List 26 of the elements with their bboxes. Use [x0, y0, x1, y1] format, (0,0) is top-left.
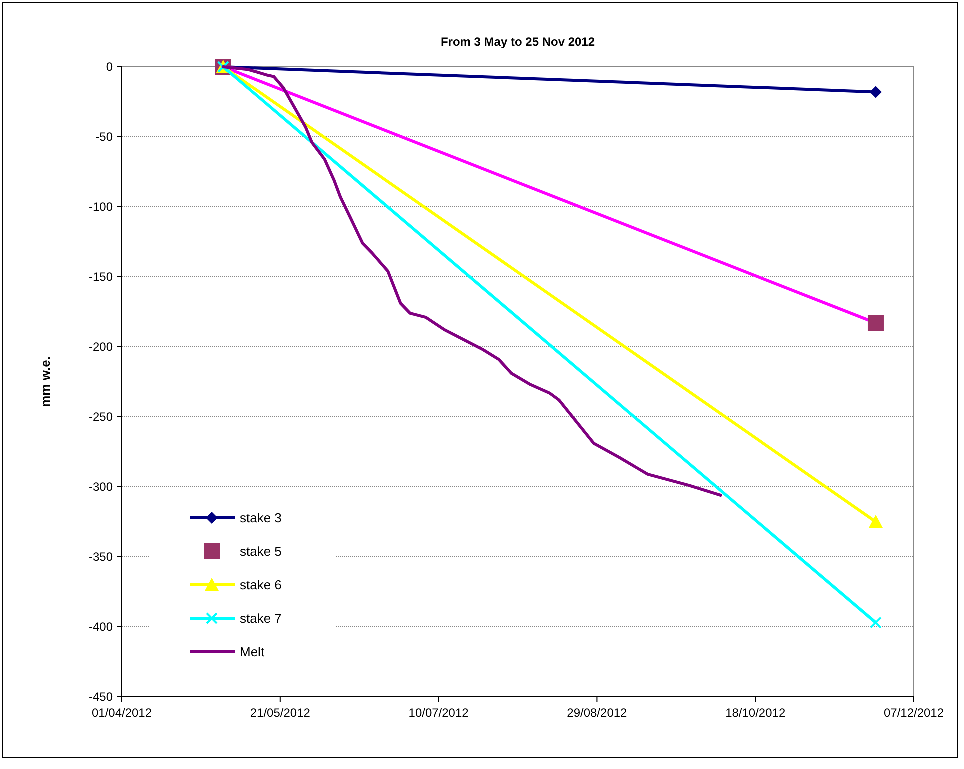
y-tick-label: -450	[88, 690, 114, 704]
point	[870, 86, 882, 98]
y-tick-label: 0	[106, 60, 114, 74]
y-tick-label: -100	[88, 200, 114, 214]
point	[868, 315, 884, 332]
chart-title: From 3 May to 25 Nov 2012	[440, 35, 596, 49]
x-tick-label: 10/07/2012	[408, 706, 470, 720]
legend-label: stake 7	[240, 611, 282, 626]
x-tick-label: 18/10/2012	[726, 706, 786, 720]
x-tick-label: 07/12/2012	[884, 706, 944, 720]
y-tick-label: -350	[88, 550, 114, 564]
legend-label: stake 3	[240, 510, 282, 526]
y-tick-label: -400	[88, 620, 114, 634]
legend-label: stake 6	[240, 578, 282, 593]
y-tick-label: -50	[96, 130, 114, 144]
x-tick-label: 29/08/2012	[567, 706, 628, 720]
point	[870, 616, 882, 629]
legend-label: stake 5	[240, 544, 282, 560]
y-tick-label: -150	[88, 270, 114, 284]
legend-label: Melt	[240, 644, 265, 660]
y-tick-label: -200	[88, 340, 114, 354]
y-tick-label: -250	[88, 410, 114, 424]
x-tick-label: 21/05/2012	[250, 706, 311, 720]
y-tick-label: -300	[88, 480, 114, 494]
y-axis-title: mm w.e.	[38, 356, 53, 408]
x-tick-label: 01/04/2012	[92, 706, 152, 720]
